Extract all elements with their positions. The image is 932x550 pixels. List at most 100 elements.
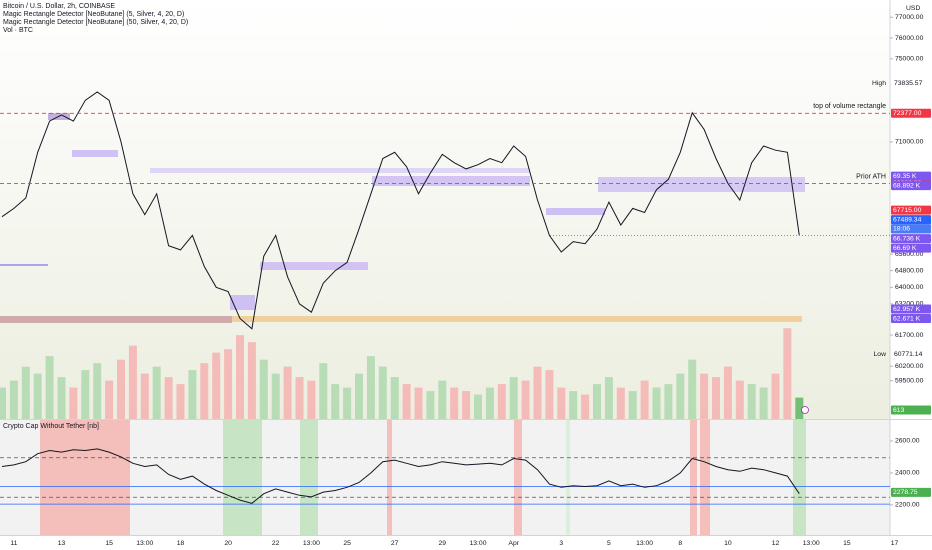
signal-span [387,420,392,535]
x-tick-label: 11 [10,540,17,547]
countdown: 18:06 [893,225,910,232]
detector-rectangle [598,177,805,192]
price-line [1,91,800,330]
layers [0,91,806,535]
x-tick-label: 13:00 [303,540,320,547]
price-label: 62.671 K [893,315,921,322]
price-label: 66.736 K [893,235,921,242]
volume-bar [271,373,280,419]
volume-bar [426,391,435,419]
x-tick-label: 17 [891,540,899,547]
volume-bar [474,394,482,419]
volume-bar [188,370,197,419]
x-tick-label: 13:00 [469,540,486,547]
volume-bar [247,342,256,419]
indicator-line [1,448,800,504]
x-tick-label: 15 [843,540,851,547]
volume-bar [521,380,530,419]
volume-bar [366,356,375,419]
volume-bar [105,380,114,419]
detector-rectangle [230,295,255,310]
volume-bar [735,380,744,419]
detector-rectangle [0,264,48,266]
volume-bar [485,387,494,419]
level-label: 72377.00 [893,110,922,117]
y-tick-label: 71000.00 [895,139,924,146]
volume-bar [688,359,697,419]
indicator-label: Magic Rectangle Detector [NeoButane] (50… [3,19,188,26]
volume-bar [759,387,768,419]
volume-bar [557,387,566,419]
x-tick-label: 25 [343,540,351,547]
volume-bar [604,377,613,419]
volume-bar [295,377,304,419]
volume-bar [462,391,471,419]
volume-bar [771,373,780,419]
detector-rectangle [232,316,802,322]
volume-bar [664,384,673,419]
x-tick-label: 8 [678,540,682,547]
volume-bar [723,366,732,419]
volume-bar [33,373,42,419]
y-tick-label: 65600.00 [895,251,924,258]
volume-bar [414,387,423,419]
price-label: 67489.34 [893,216,922,223]
price-axis [890,0,932,550]
detector-rectangle [372,176,530,186]
signal-span [700,420,710,535]
volume-bar [616,387,625,419]
price-label: 68.892 K [893,182,921,189]
volume-last-label-box [891,405,931,415]
volume-bar [236,335,244,419]
price-label: 66.69 K [893,245,917,252]
y-tick-label: 75000.00 [895,56,924,63]
volume-bar [164,377,173,419]
volume-bar [21,366,30,419]
volume-bar [497,384,506,419]
signal-span [40,420,130,535]
price-label: 62.957 K [893,306,921,313]
volume-bar [319,363,328,419]
volume-bar [0,387,6,419]
volume-bar [747,384,756,419]
volume-bar [652,387,661,419]
volume-last-label: 613 [893,407,905,414]
x-tick-label: 27 [391,540,399,547]
event-icon[interactable] [801,406,809,414]
price-label-box [891,171,931,181]
y-tick-label: 2200.00 [895,502,920,509]
volume-bar [224,349,233,419]
volume-bar [9,380,18,419]
volume-bar [628,391,637,419]
price-label: 67715.00 [893,207,922,214]
volume-bar [402,384,411,419]
y-tick-label: 64800.00 [895,267,924,274]
price-label-box [891,205,931,215]
volume-bar [438,380,447,419]
x-tick-label: 13 [58,540,66,547]
y-tick-label: 77000.00 [895,14,924,21]
volume-bar [212,352,221,419]
volume-bar [581,394,590,419]
volume-bar [343,387,352,419]
signal-span [300,420,318,535]
x-tick-label: 20 [224,540,232,547]
volume-bar [795,397,804,419]
x-tick-label: 18 [177,540,185,547]
chart-title: Bitcoin / U.S. Dollar, 2h, COINBASE [3,3,115,10]
x-tick-label: 13:00 [803,540,820,547]
marker-value: 73835.57 [894,80,923,87]
marker-name: High [872,80,886,87]
y-tick-label: 64000.00 [895,284,924,291]
y-tick-label: 61700.00 [895,332,924,339]
detector-rectangle [260,262,368,270]
indicator-last-label: 2278.75 [893,489,918,496]
price-label-box [891,304,931,314]
x-tick-label: 13:00 [636,540,653,547]
indicator-last-box [891,487,931,497]
price-label-box [891,215,931,225]
price-label-box [891,234,931,244]
x-tick-label: Apr [508,540,519,547]
price-label: 69.35 K [893,173,917,180]
signal-span [690,420,697,535]
